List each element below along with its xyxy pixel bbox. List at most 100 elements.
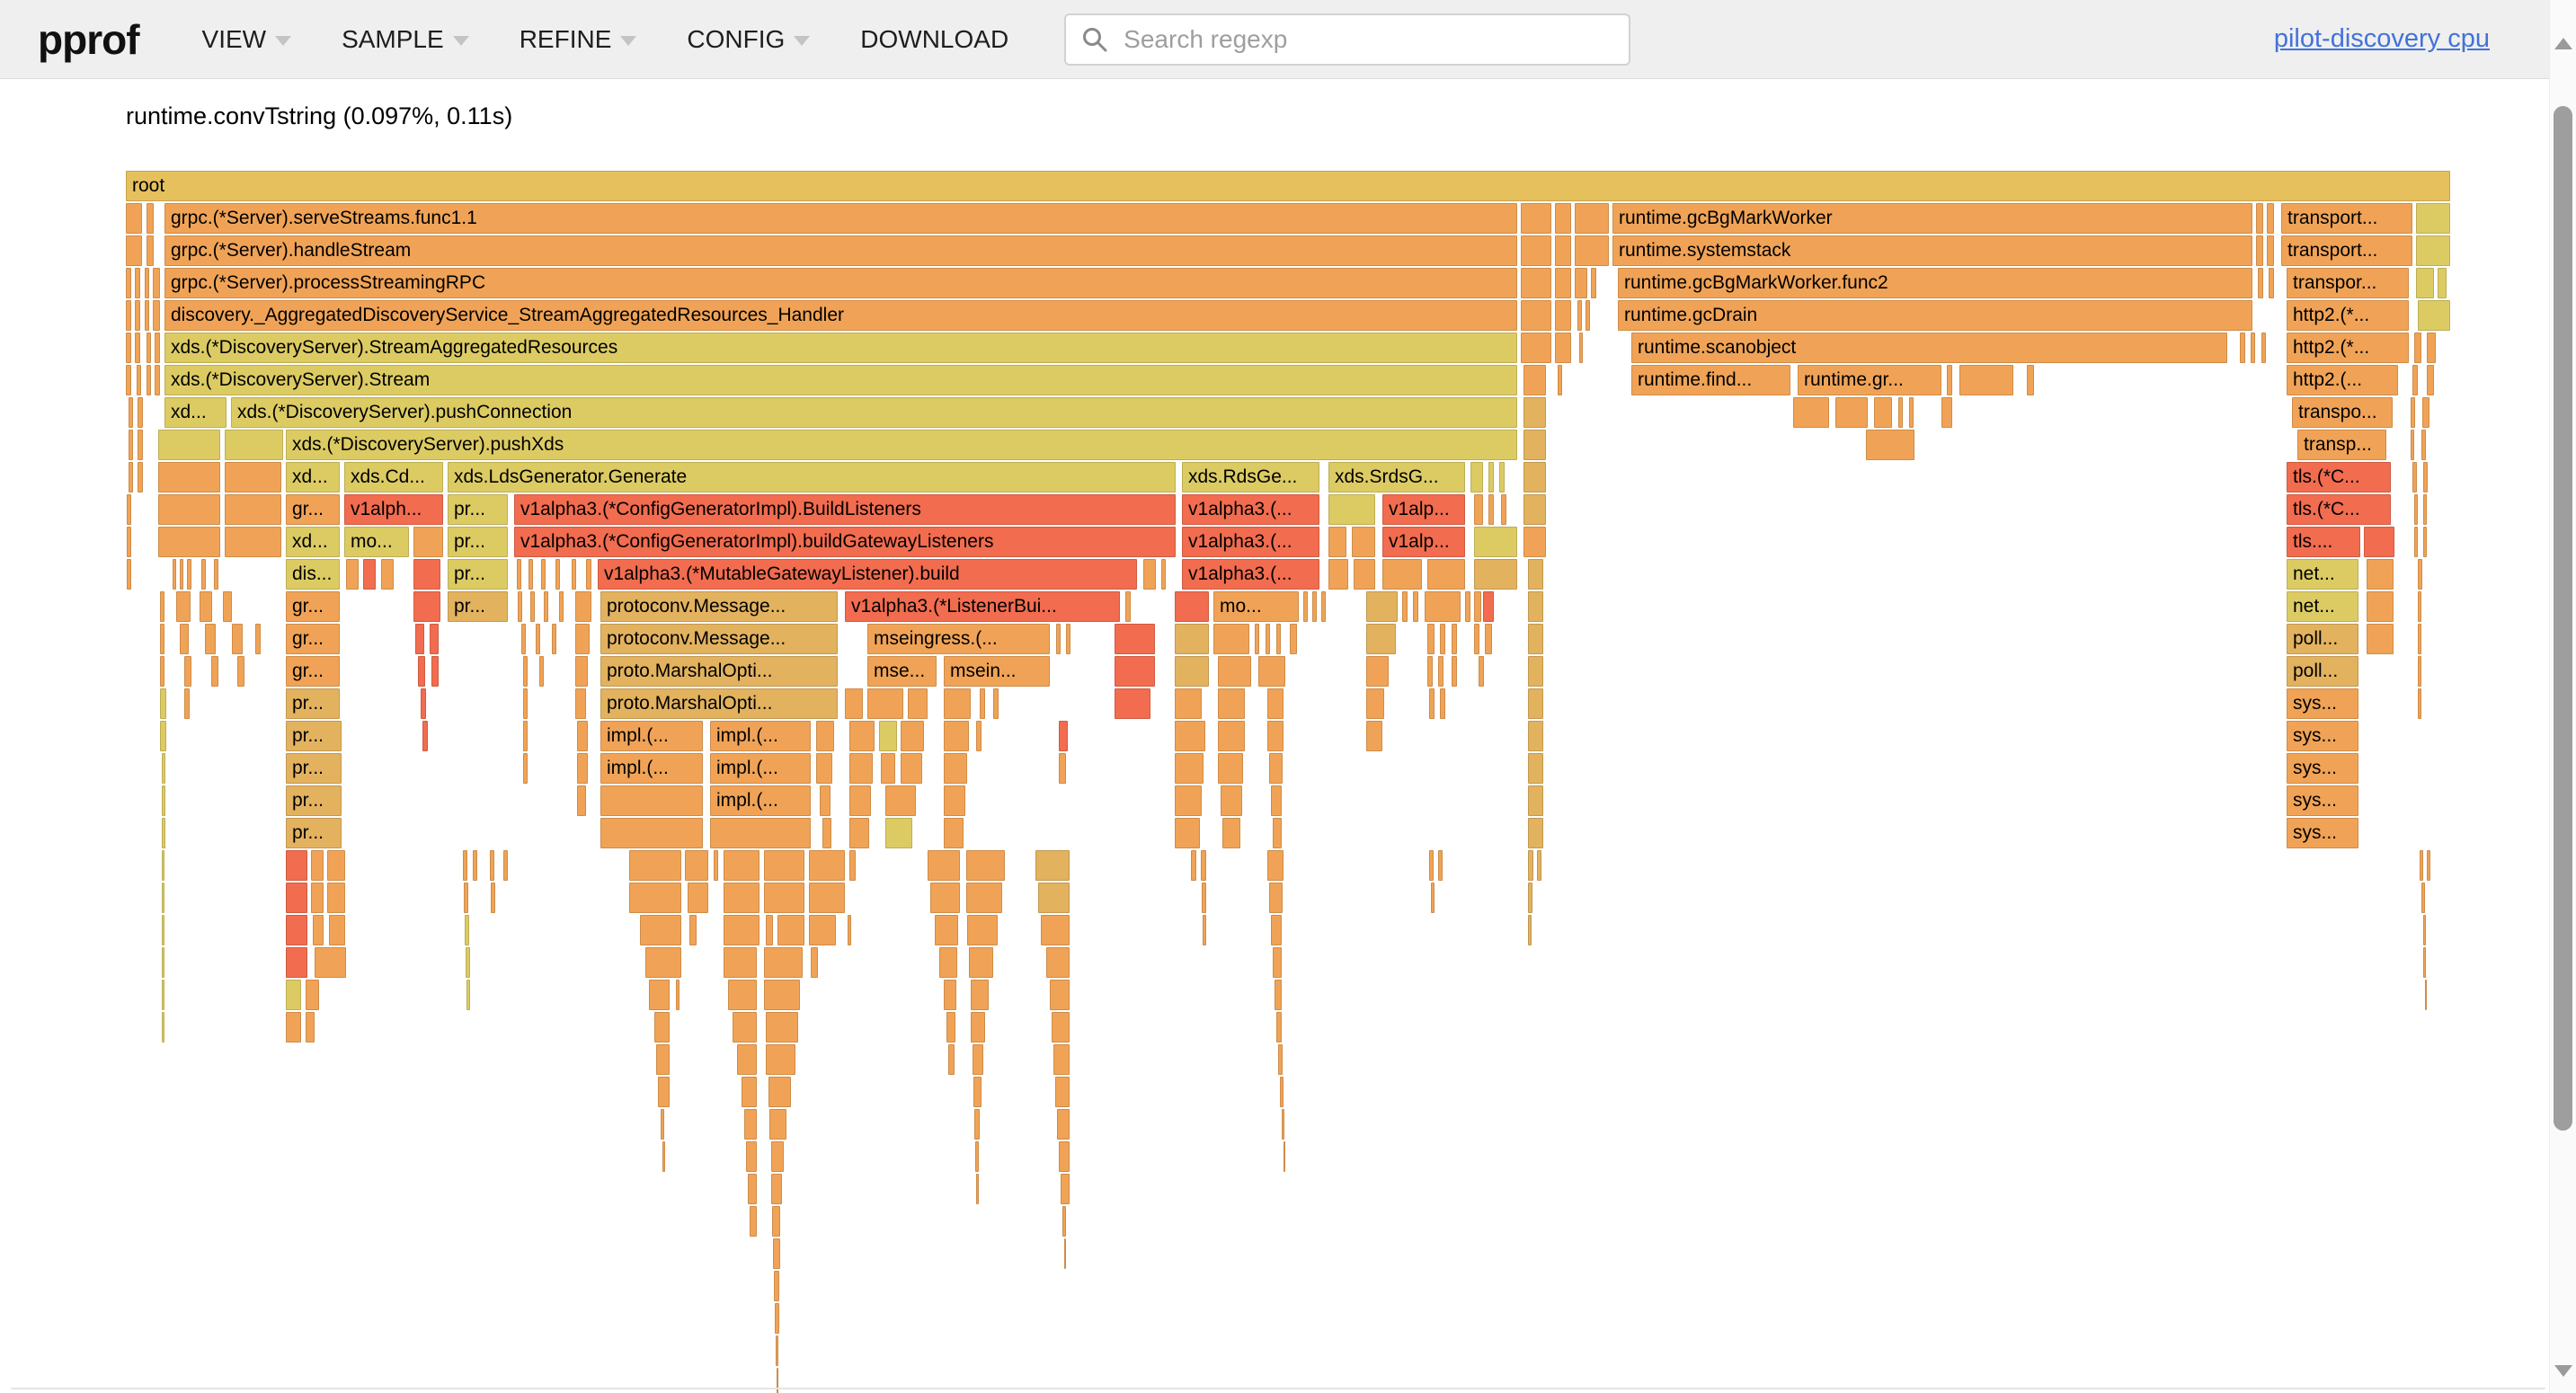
flame-box-unlabeled[interactable] (766, 915, 773, 945)
flame-box-unlabeled[interactable] (1452, 656, 1457, 687)
flame-box[interactable]: v1alpha3.(... (1182, 559, 1319, 590)
flame-box[interactable]: xd... (286, 462, 340, 492)
flame-box-unlabeled[interactable] (1523, 494, 1546, 525)
flame-box-unlabeled[interactable] (689, 915, 697, 945)
flame-box-unlabeled[interactable] (885, 785, 916, 816)
flame-box[interactable]: xds.Cd... (344, 462, 443, 492)
flame-box-unlabeled[interactable] (1290, 624, 1297, 654)
flame-box-unlabeled[interactable] (1577, 300, 1582, 331)
flame-box-unlabeled[interactable] (928, 850, 960, 881)
flame-box-unlabeled[interactable] (153, 268, 160, 298)
flame-box[interactable]: runtime.systemstack (1612, 235, 2252, 266)
flame-box[interactable]: pr... (448, 559, 508, 590)
flame-box-unlabeled[interactable] (769, 1109, 786, 1140)
flame-box[interactable]: runtime.gcDrain (1618, 300, 2252, 331)
flame-box-unlabeled[interactable] (413, 527, 443, 557)
flame-box-unlabeled[interactable] (2411, 397, 2415, 428)
flame-box[interactable]: dis... (286, 559, 340, 590)
flame-box-unlabeled[interactable] (138, 462, 143, 492)
flame-box-unlabeled[interactable] (1366, 624, 1396, 654)
flame-box-unlabeled[interactable] (490, 850, 494, 881)
flame-box-unlabeled[interactable] (2423, 947, 2426, 978)
flame-box-unlabeled[interactable] (2027, 365, 2034, 395)
flame-box-unlabeled[interactable] (160, 656, 164, 687)
flame-box-unlabeled[interactable] (521, 624, 526, 654)
flame-box[interactable]: impl.(... (600, 753, 703, 784)
flame-box-unlabeled[interactable] (1203, 915, 1206, 945)
flame-box-unlabeled[interactable] (948, 1044, 955, 1075)
flame-box[interactable]: proto.MarshalOpti... (600, 688, 838, 719)
flame-box-unlabeled[interactable] (1312, 591, 1317, 622)
flame-box-unlabeled[interactable] (816, 753, 832, 784)
scrollbar-thumb[interactable] (2554, 106, 2572, 1131)
flame-box-unlabeled[interactable] (1115, 656, 1155, 687)
flame-box-unlabeled[interactable] (1470, 462, 1483, 492)
flame-box-unlabeled[interactable] (2427, 850, 2430, 881)
flame-box-unlabeled[interactable] (1276, 1012, 1282, 1043)
flame-box-unlabeled[interactable] (2423, 915, 2426, 945)
flame-box-unlabeled[interactable] (327, 850, 345, 881)
flame-box-unlabeled[interactable] (162, 785, 165, 816)
flame-box-unlabeled[interactable] (2418, 688, 2421, 719)
flame-box-unlabeled[interactable] (145, 268, 149, 298)
flame-box-unlabeled[interactable] (879, 721, 897, 751)
flame-box-unlabeled[interactable] (1474, 591, 1481, 622)
flame-box-unlabeled[interactable] (1555, 203, 1571, 234)
flame-box-unlabeled[interactable] (552, 624, 556, 654)
flame-box-unlabeled[interactable] (1052, 1012, 1070, 1043)
flame-box-unlabeled[interactable] (225, 527, 281, 557)
flame-box-unlabeled[interactable] (1041, 915, 1070, 945)
flame-box-unlabeled[interactable] (764, 883, 804, 913)
flame-box-unlabeled[interactable] (1218, 721, 1245, 751)
flame-box-unlabeled[interactable] (1267, 721, 1284, 751)
flame-box-unlabeled[interactable] (764, 850, 804, 881)
flame-box-unlabeled[interactable] (822, 818, 831, 848)
flame-box-unlabeled[interactable] (1528, 883, 1532, 913)
flame-box-unlabeled[interactable] (2367, 624, 2394, 654)
flame-box-unlabeled[interactable] (1528, 688, 1543, 719)
flame-box-unlabeled[interactable] (1271, 785, 1282, 816)
flame-box[interactable]: protoconv.Message... (600, 624, 838, 654)
flame-box-unlabeled[interactable] (1175, 753, 1204, 784)
flame-box-unlabeled[interactable] (1959, 365, 2013, 395)
flame-box-unlabeled[interactable] (2267, 235, 2274, 266)
flame-box-unlabeled[interactable] (2367, 591, 2394, 622)
flame-box-unlabeled[interactable] (733, 1012, 757, 1043)
flame-box-unlabeled[interactable] (600, 785, 703, 816)
flame-box-unlabeled[interactable] (1175, 688, 1202, 719)
flame-box-unlabeled[interactable] (1213, 624, 1249, 654)
flame-box-unlabeled[interactable] (422, 721, 428, 751)
flame-box-unlabeled[interactable] (1521, 333, 1551, 363)
flame-box-unlabeled[interactable] (1537, 850, 1541, 881)
flame-box-unlabeled[interactable] (523, 753, 528, 784)
flame-box[interactable]: sys... (2287, 818, 2358, 848)
flame-box[interactable]: discovery._AggregatedDiscoveryService_St… (164, 300, 1517, 331)
flame-box-unlabeled[interactable] (180, 559, 183, 590)
flame-box-unlabeled[interactable] (946, 1012, 955, 1043)
flame-box[interactable]: pr... (286, 785, 342, 816)
flame-box-unlabeled[interactable] (764, 980, 800, 1010)
flame-box-unlabeled[interactable] (135, 333, 140, 363)
flame-box-unlabeled[interactable] (517, 559, 521, 590)
flame-box-unlabeled[interactable] (147, 203, 154, 234)
flame-box-unlabeled[interactable] (1218, 656, 1251, 687)
flame-box-unlabeled[interactable] (137, 365, 141, 395)
flame-box-unlabeled[interactable] (1528, 915, 1532, 945)
flame-box-unlabeled[interactable] (162, 818, 165, 848)
flame-box-unlabeled[interactable] (1059, 1141, 1070, 1172)
flame-box-unlabeled[interactable] (935, 915, 958, 945)
flame-box-unlabeled[interactable] (944, 818, 964, 848)
flame-box[interactable]: xds.(*DiscoveryServer).pushConnection (231, 397, 1517, 428)
flame-box-unlabeled[interactable] (1280, 1077, 1284, 1107)
flame-box-unlabeled[interactable] (147, 235, 154, 266)
flame-box[interactable]: msein... (944, 656, 1050, 687)
flame-box-unlabeled[interactable] (1115, 624, 1155, 654)
flame-box-unlabeled[interactable] (1586, 300, 1590, 331)
flame-box-unlabeled[interactable] (848, 915, 851, 945)
flame-box-unlabeled[interactable] (529, 559, 533, 590)
flame-box[interactable]: v1alpha3.(*ConfigGeneratorImpl).BuildLis… (514, 494, 1176, 525)
flame-box[interactable]: v1alpha3.(... (1182, 527, 1319, 557)
flame-box-unlabeled[interactable] (1427, 656, 1433, 687)
flame-box-unlabeled[interactable] (1221, 785, 1242, 816)
flame-box-unlabeled[interactable] (413, 591, 440, 622)
